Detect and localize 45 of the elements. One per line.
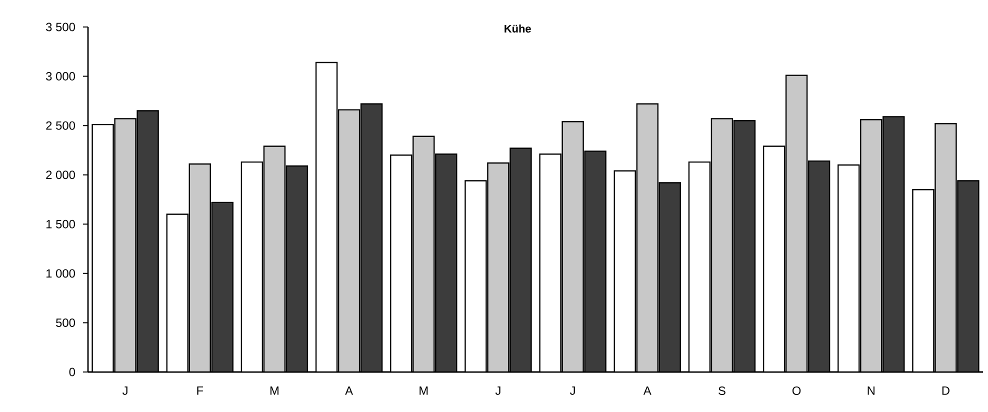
x-tick-label: J [495, 386, 500, 395]
bar [860, 119, 882, 372]
bar [658, 182, 681, 372]
x-tick-label: N [868, 386, 874, 395]
bar [785, 74, 808, 372]
bar [636, 103, 658, 372]
bar [263, 146, 286, 372]
x-tick-label: M [420, 386, 428, 395]
bar [934, 123, 957, 372]
y-tick-label: 3 500 [46, 22, 76, 32]
bar [435, 154, 458, 372]
x-tick-label: J [122, 386, 128, 395]
x-tick-label: F [197, 386, 204, 395]
bar [510, 148, 532, 372]
x-tick-label: S [718, 386, 726, 395]
x-tick-label: M [270, 386, 278, 395]
y-tick-label: 500 [56, 318, 76, 327]
x-tick-label: A [345, 386, 354, 395]
bar [882, 116, 905, 372]
x-tick-label: A [643, 386, 652, 395]
y-tick-label: 1 500 [46, 220, 76, 228]
y-tick-label: 0 [69, 368, 76, 376]
chart-title: Kühe [504, 24, 531, 33]
bar [584, 150, 606, 372]
bar [286, 165, 308, 372]
bar [211, 202, 234, 372]
x-tick-label: O [792, 386, 801, 395]
y-tick-label: 3 000 [46, 72, 76, 81]
bar [562, 121, 584, 372]
y-tick-label: 2 000 [46, 170, 76, 180]
bar [957, 180, 980, 372]
bar [412, 136, 435, 372]
y-tick-label: 1 000 [46, 269, 76, 278]
bar [733, 120, 756, 372]
bar [360, 103, 383, 372]
bar [710, 118, 734, 372]
bar [808, 160, 830, 372]
bar [114, 118, 136, 372]
bar [338, 109, 360, 372]
bar [136, 110, 159, 372]
bar [188, 163, 211, 372]
y-tick-label: 2 500 [46, 121, 76, 130]
x-tick-label: D [942, 386, 950, 395]
bar [487, 162, 510, 372]
x-tick-label: J [570, 386, 575, 395]
